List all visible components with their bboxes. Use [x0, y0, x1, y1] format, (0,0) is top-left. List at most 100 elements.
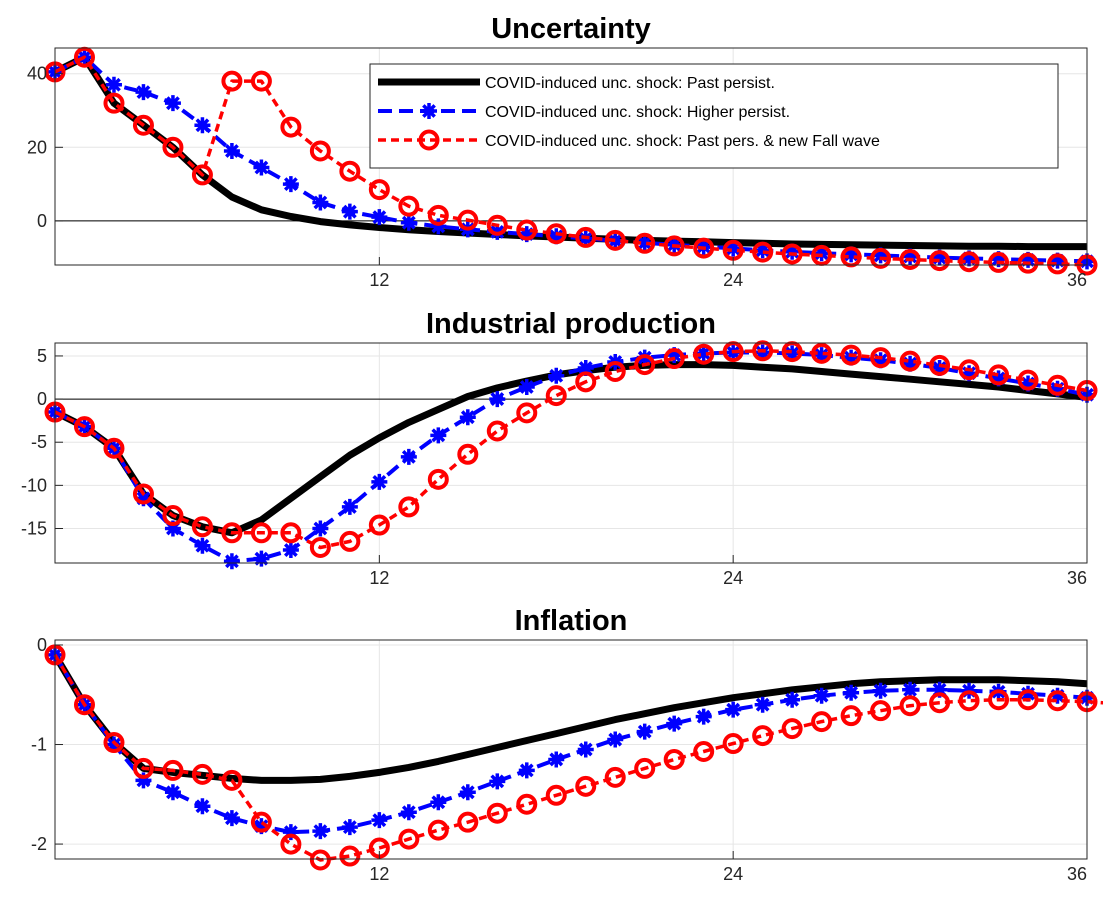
- data-point: [430, 794, 447, 811]
- data-point: [870, 700, 892, 722]
- data-point: [312, 823, 329, 840]
- data-point: [162, 505, 184, 527]
- data-point: [486, 420, 508, 442]
- data-point: [988, 251, 1010, 273]
- y-tick-label: 40: [27, 64, 47, 84]
- data-point: [843, 349, 860, 366]
- data-point: [872, 352, 889, 369]
- data-point: [990, 370, 1007, 387]
- x-tick-label: 12: [369, 568, 389, 588]
- data-point: [191, 516, 213, 538]
- data-point: [253, 550, 270, 567]
- data-point: [162, 759, 184, 781]
- y-tick-label: 0: [37, 635, 47, 655]
- data-point: [341, 819, 358, 836]
- chart-title: Industrial production: [426, 308, 716, 340]
- data-point: [666, 347, 683, 364]
- x-tick-label: 24: [723, 568, 743, 588]
- chart-panel-1: 12 24 36 0 20 40 Uncertainty COVID-induced unc.…: [27, 13, 1098, 290]
- data-point: [961, 365, 978, 382]
- y-tick-label: -2: [31, 834, 47, 854]
- data-point: [902, 248, 919, 265]
- data-point: [548, 228, 565, 245]
- data-point: [663, 235, 685, 257]
- data-point: [575, 226, 597, 248]
- data-point: [899, 248, 921, 270]
- data-point: [899, 350, 921, 372]
- series-line: [54, 349, 1088, 550]
- data-point: [73, 46, 95, 68]
- data-point: [162, 136, 184, 158]
- data-point: [784, 243, 801, 260]
- data-point: [988, 364, 1010, 386]
- data-point: [282, 542, 299, 559]
- data-point: [518, 226, 535, 243]
- y-tick-label: -5: [31, 432, 47, 452]
- data-point: [280, 833, 302, 855]
- data-point: [132, 114, 154, 136]
- data-point: [400, 448, 417, 465]
- data-point: [604, 360, 626, 382]
- data-point: [341, 498, 358, 515]
- data-point: [282, 176, 299, 193]
- data-point: [931, 360, 948, 377]
- data-point: [135, 772, 152, 789]
- data-point: [132, 483, 154, 505]
- data-point: [309, 140, 331, 162]
- legend-box: [369, 63, 1059, 169]
- data-point: [990, 251, 1007, 268]
- y-tick-label: 5: [37, 346, 47, 366]
- data-point: [545, 385, 567, 407]
- data-point: [253, 159, 270, 176]
- data-point: [929, 354, 951, 376]
- data-point: [516, 219, 538, 241]
- data-point: [221, 70, 243, 92]
- data-point: [398, 496, 420, 518]
- data-point: [840, 344, 862, 366]
- data-point: [427, 204, 449, 226]
- data-point: [929, 250, 951, 272]
- data-point: [781, 243, 803, 265]
- data-point: [103, 437, 125, 459]
- data-point: [577, 360, 594, 377]
- data-point: [250, 811, 272, 833]
- data-point: [693, 740, 715, 762]
- y-tick-label: 0: [37, 211, 47, 231]
- data-point: [902, 355, 919, 372]
- axes-frame: [54, 47, 1088, 266]
- x-tick-label: 36: [1067, 864, 1087, 884]
- data-point: [427, 819, 449, 841]
- data-point: [872, 682, 889, 699]
- data-point: [191, 164, 213, 186]
- y-tick-label: -10: [21, 475, 47, 495]
- data-point: [253, 818, 270, 835]
- data-point: [781, 718, 803, 740]
- chart-panel-3: 12 24 36 -2 -1 0 Inflation: [31, 605, 1103, 884]
- data-point: [280, 116, 302, 138]
- data-point: [931, 249, 948, 266]
- data-point: [398, 828, 420, 850]
- data-point: [486, 802, 508, 824]
- chart-panel-2: 12 24 36 -15 -10 -5 0 5 Industrial production: [21, 308, 1098, 588]
- data-point: [339, 845, 361, 867]
- data-point: [489, 773, 506, 790]
- data-point: [164, 95, 181, 112]
- data-point: [545, 223, 567, 245]
- data-point: [636, 234, 653, 251]
- axes-frame: [54, 639, 1088, 860]
- series-line: [54, 55, 1088, 267]
- data-point: [813, 347, 830, 364]
- data-point: [811, 711, 833, 733]
- data-point: [105, 76, 122, 93]
- x-tick-label: 12: [369, 270, 389, 290]
- data-point: [371, 473, 388, 490]
- data-point: [339, 530, 361, 552]
- data-point: [1047, 690, 1069, 712]
- data-point: [280, 522, 302, 544]
- data-point: [784, 691, 801, 708]
- data-point: [103, 92, 125, 114]
- data-point: [194, 117, 211, 134]
- chart-title: Inflation: [515, 605, 628, 637]
- legend-marker: [418, 129, 440, 151]
- data-point: [194, 798, 211, 815]
